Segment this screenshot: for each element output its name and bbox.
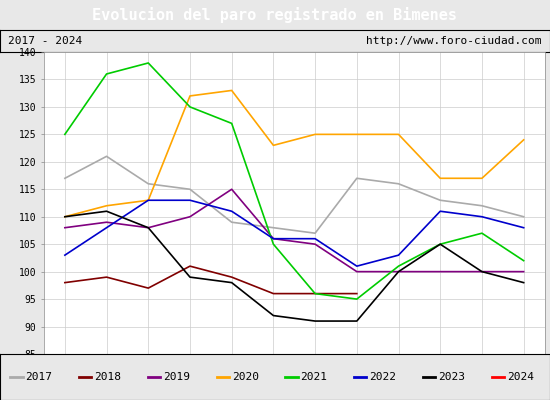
Text: 2022: 2022 [369,372,396,382]
Text: http://www.foro-ciudad.com: http://www.foro-ciudad.com [366,36,542,46]
Text: Evolucion del paro registrado en Bimenes: Evolucion del paro registrado en Bimenes [92,7,458,23]
Text: 2019: 2019 [163,372,190,382]
Text: 2023: 2023 [438,372,465,382]
Text: 2021: 2021 [300,372,327,382]
Text: 2020: 2020 [232,372,258,382]
Text: 2024: 2024 [507,372,534,382]
Text: 2017: 2017 [25,372,52,382]
Text: 2017 - 2024: 2017 - 2024 [8,36,82,46]
Text: 2018: 2018 [94,372,121,382]
